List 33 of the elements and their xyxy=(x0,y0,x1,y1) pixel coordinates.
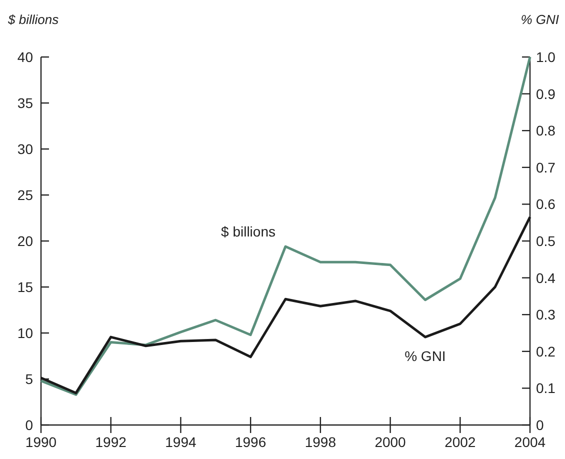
y2-axis-title: % GNI xyxy=(520,12,560,27)
line-series xyxy=(40,56,532,396)
x-tick-label: 2002 xyxy=(444,434,476,450)
y-tick-label: 0 xyxy=(25,417,34,433)
x-tick-label: 1994 xyxy=(165,434,196,450)
y2-tick-label: 0 xyxy=(536,417,544,433)
y-axis-title: $ billions xyxy=(7,12,60,27)
y-tick-label: 25 xyxy=(17,187,34,203)
x-tick-label: 1998 xyxy=(304,434,336,450)
y2-tick-label: 0.5 xyxy=(536,233,556,249)
y2-tick-label: 0.4 xyxy=(536,270,556,286)
y2-tick-label: 0.1 xyxy=(536,380,556,396)
y-tick-label: 10 xyxy=(17,325,34,341)
x-tick-label: 1996 xyxy=(234,434,266,450)
x-tick-label: 1990 xyxy=(25,434,57,450)
x-tick-label: 2000 xyxy=(374,434,406,450)
y-tick-label: 5 xyxy=(25,371,34,387)
y-tick-label: 35 xyxy=(17,95,34,111)
x-tick-label: 1992 xyxy=(95,434,127,450)
y2-tick-label: 0.2 xyxy=(536,343,556,360)
y2-tick-label: 0.7 xyxy=(536,159,556,176)
x-tick-label: 2004 xyxy=(514,434,546,450)
y2-tick-label: 0.8 xyxy=(536,122,556,139)
y-tick-label: 15 xyxy=(17,279,34,295)
y-tick-label: 40 xyxy=(17,49,34,65)
y2-tick-label: 0.6 xyxy=(536,196,556,212)
y2-tick-label: 0.9 xyxy=(536,86,556,102)
y-tick-label: 20 xyxy=(17,233,34,249)
y2-tick-label: 1.0 xyxy=(536,49,556,65)
series-label: % GNI xyxy=(404,348,446,364)
y-tick-label: 30 xyxy=(17,141,34,157)
y2-tick-label: 0.3 xyxy=(536,306,556,323)
series-label: $ billions xyxy=(221,224,276,240)
